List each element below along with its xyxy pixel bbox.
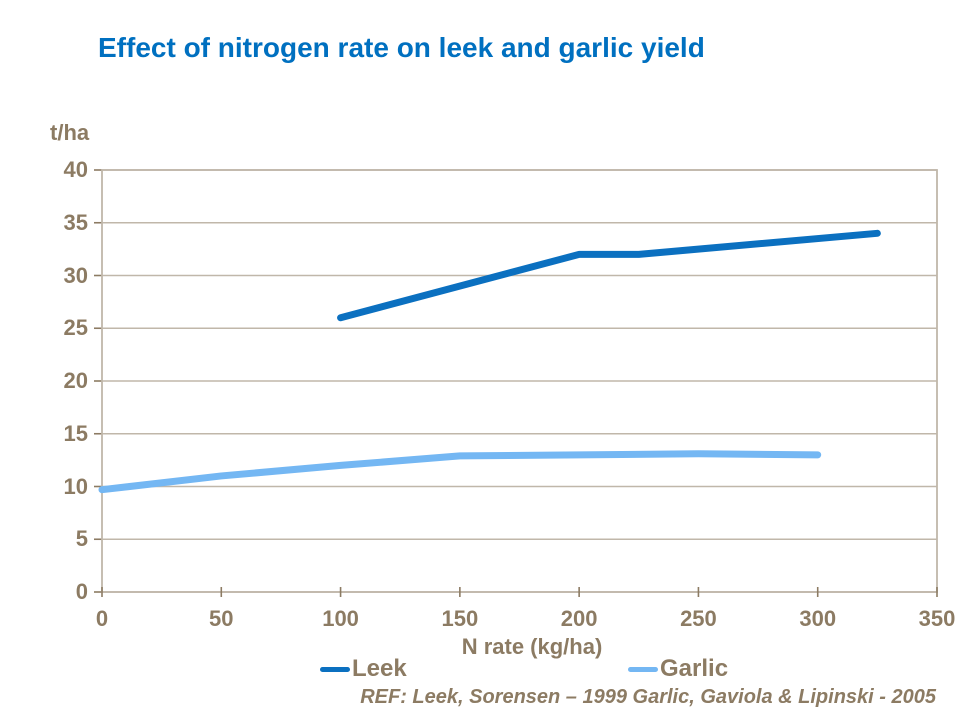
x-tick-label-50: 50: [209, 606, 234, 631]
legend-label-leek: Leek: [352, 655, 407, 682]
y-tick-label-0: 0: [75, 579, 88, 604]
x-tick-label-100: 100: [322, 606, 359, 631]
y-tick-label-15: 15: [63, 420, 88, 446]
reference-note: REF: Leek, Sorensen – 1999 Garlic, Gavio…: [360, 686, 936, 708]
y-tick-label-25: 25: [63, 315, 88, 341]
x-tick-label-200: 200: [560, 606, 598, 631]
legend-item-garlic: Garlic: [628, 654, 728, 684]
legend-item-leek: Leek: [320, 654, 407, 684]
y-tick-label-40: 40: [63, 157, 88, 182]
x-tick-label-250: 250: [680, 606, 717, 631]
garlic-line: [98, 450, 822, 494]
legend-swatch-garlic: [628, 666, 658, 672]
y-tick-label-5: 5: [75, 526, 88, 552]
legend-swatch-leek: [320, 666, 350, 672]
x-axis-title: N rate (kg/ha): [461, 634, 603, 659]
legend: Leek Garlic: [0, 654, 960, 684]
chart-title: Effect of nitrogen rate on leek and garl…: [98, 32, 705, 63]
y-tick-label-35: 35: [63, 209, 88, 235]
x-tick-label-350: 350: [918, 606, 956, 631]
y-axis-title: t/ha: [50, 120, 90, 145]
y-tick-label-10: 10: [63, 473, 88, 499]
x-tick-label-0: 0: [95, 606, 109, 631]
x-tick-label-150: 150: [441, 606, 479, 631]
y-tick-label-20: 20: [63, 368, 88, 393]
x-tick-label-300: 300: [799, 606, 837, 631]
legend-label-garlic: Garlic: [660, 655, 729, 682]
leek-line: [337, 229, 881, 322]
plot-border: [101, 169, 938, 593]
y-tick-label-30: 30: [63, 262, 88, 288]
